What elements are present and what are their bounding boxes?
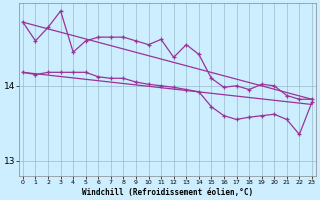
X-axis label: Windchill (Refroidissement éolien,°C): Windchill (Refroidissement éolien,°C) bbox=[82, 188, 253, 197]
